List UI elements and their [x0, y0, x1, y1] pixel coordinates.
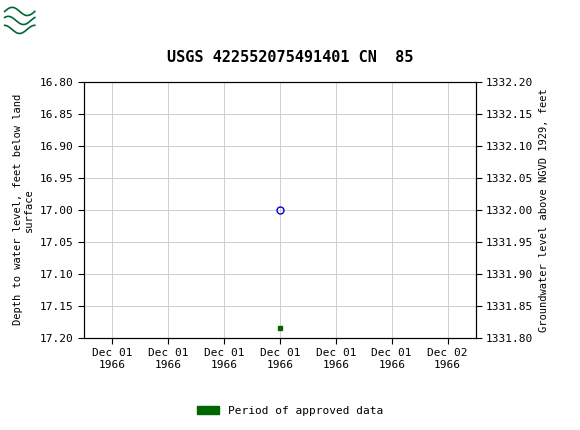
Y-axis label: Groundwater level above NGVD 1929, feet: Groundwater level above NGVD 1929, feet	[539, 88, 549, 332]
Text: USGS 422552075491401 CN  85: USGS 422552075491401 CN 85	[167, 49, 413, 64]
Y-axis label: Depth to water level, feet below land
surface: Depth to water level, feet below land su…	[13, 94, 34, 325]
Bar	[3, 3, 61, 37]
Text: USGS: USGS	[39, 13, 86, 28]
Legend: Period of approved data: Period of approved data	[193, 401, 387, 420]
